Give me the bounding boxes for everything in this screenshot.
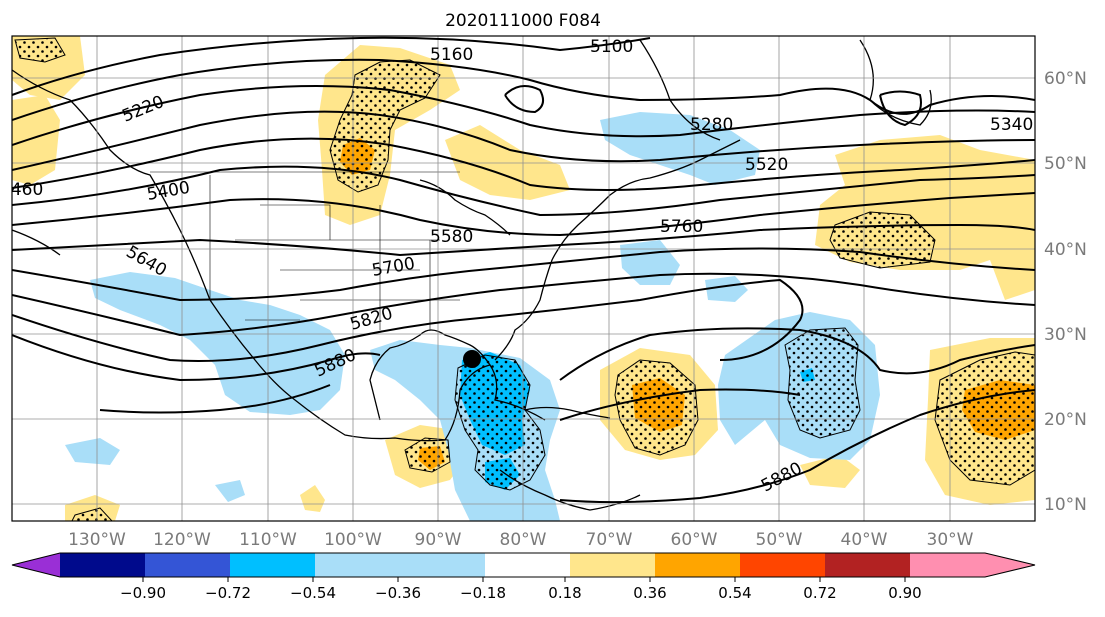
colorbar-segment [400, 553, 485, 577]
contour-label: 5340 [990, 115, 1033, 135]
lon-label: 100°W [324, 530, 382, 550]
lat-label: 20°N [1044, 410, 1087, 430]
significance-stippling [14, 37, 1035, 521]
colorbar-segment [740, 553, 825, 577]
colorbar-tick-label: −0.90 [120, 584, 166, 602]
contour-label: 5160 [430, 45, 473, 65]
contour-label: 5520 [745, 155, 788, 175]
lat-label: 60°N [1044, 69, 1087, 89]
colorbar-tick-label: 0.90 [888, 584, 921, 602]
contour-label: 5460 [0, 180, 43, 200]
colorbar-tick-labels: −0.90 −0.72 −0.54 −0.36 −0.18 0.18 0.36 … [120, 584, 922, 602]
colorbar-segment [485, 553, 570, 577]
colorbar-segment [570, 553, 655, 577]
lon-label: 80°W [500, 530, 547, 550]
colorbar-tick-label: 0.36 [633, 584, 666, 602]
lon-label: 120°W [153, 530, 211, 550]
colorbar-segment [60, 553, 145, 577]
colorbar-segment [230, 553, 315, 577]
lon-label: 50°W [756, 530, 803, 550]
colorbar-extend-low [12, 553, 60, 577]
height-contours [12, 36, 1035, 504]
lon-label: 60°W [671, 530, 718, 550]
colorbar-tick-label: −0.36 [375, 584, 421, 602]
colorbar-segment [655, 553, 740, 577]
colorbar-tick-label: 0.72 [803, 584, 836, 602]
colorbar-segment [145, 553, 230, 577]
contour-label: 5760 [660, 217, 703, 237]
map-frame [11, 35, 1036, 522]
colorbar-tick-label: 0.18 [548, 584, 581, 602]
colorbar-tick-label: −0.18 [460, 584, 506, 602]
colorbar-segment [825, 553, 910, 577]
contour-label: 5100 [590, 37, 633, 57]
colorbar-segment [910, 553, 985, 577]
colorbar-tick-label: −0.72 [205, 584, 251, 602]
map-title: 2020111000 F084 [445, 11, 601, 31]
lon-label: 70°W [586, 530, 633, 550]
lat-label: 50°N [1044, 154, 1087, 174]
lon-label: 30°W [927, 530, 974, 550]
lat-label: 40°N [1044, 240, 1087, 260]
lon-label: 40°W [841, 530, 888, 550]
colorbar-outline [11, 552, 1036, 578]
contour-label: 5280 [690, 115, 733, 135]
contour-label: 5580 [430, 227, 473, 247]
lon-label: 90°W [415, 530, 462, 550]
colorbar-extend-high [985, 553, 1035, 577]
colorbar: −0.90 −0.72 −0.54 −0.36 −0.18 0.18 0.36 … [11, 552, 1036, 602]
latitude-labels: 60°N 50°N 40°N 30°N 20°N 10°N [1044, 69, 1087, 515]
lon-label: 130°W [68, 530, 126, 550]
lat-label: 30°N [1044, 325, 1087, 345]
longitude-labels: 130°W 120°W 110°W 100°W 90°W 80°W 70°W 6… [68, 530, 974, 550]
colorbar-ticks [142, 577, 906, 582]
colorbar-segment [315, 553, 400, 577]
storm-location-marker [463, 350, 481, 368]
colorbar-tick-label: −0.54 [290, 584, 336, 602]
lat-label: 10°N [1044, 495, 1087, 515]
colorbar-tick-label: 0.54 [718, 584, 751, 602]
lon-label: 110°W [239, 530, 297, 550]
